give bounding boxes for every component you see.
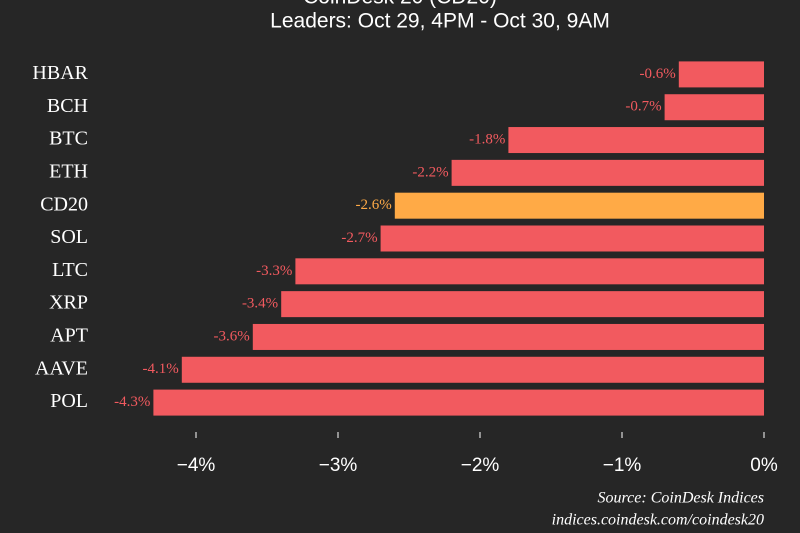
y-tick-label: LTC xyxy=(52,259,88,281)
bar xyxy=(451,159,764,186)
y-tick-label: ETH xyxy=(49,160,88,182)
value-label: -3.3% xyxy=(256,263,292,279)
x-tick-label: −3% xyxy=(319,455,358,476)
value-label: -2.2% xyxy=(412,164,448,180)
value-label: -0.6% xyxy=(640,66,676,82)
y-tick-label: APT xyxy=(50,325,88,347)
chart-title: CoinDesk 20 (CD20) xyxy=(303,0,497,9)
bar xyxy=(153,389,764,416)
bar xyxy=(181,356,765,383)
source-url: indices.coindesk.com/coindesk20 xyxy=(552,512,764,529)
y-tick-label: POL xyxy=(50,390,88,412)
y-tick-label: CD20 xyxy=(40,193,88,215)
y-tick-label: SOL xyxy=(50,226,88,248)
value-label: -3.6% xyxy=(214,328,250,344)
x-tick-label: −1% xyxy=(603,455,642,476)
bar xyxy=(252,323,765,350)
y-tick-label: BTC xyxy=(49,128,88,150)
value-label: -4.1% xyxy=(143,361,179,377)
x-tick-label: 0% xyxy=(750,455,778,476)
value-label: -0.7% xyxy=(625,99,661,115)
y-tick-label: BCH xyxy=(47,95,88,117)
y-tick-label: HBAR xyxy=(32,62,88,84)
value-label: -2.6% xyxy=(356,197,392,213)
bar xyxy=(380,225,764,252)
bar xyxy=(508,127,764,154)
source: Source: CoinDesk Indices xyxy=(598,490,764,507)
y-tick-label: XRP xyxy=(49,292,88,314)
x-tick-label: −2% xyxy=(461,455,500,476)
bar xyxy=(664,94,764,121)
chart-subtitle: Leaders: Oct 29, 4PM - Oct 30, 9AM xyxy=(270,10,610,33)
y-tick-label: AAVE xyxy=(35,357,88,379)
bar xyxy=(295,258,764,285)
value-label: -3.4% xyxy=(242,296,278,312)
value-label: -1.8% xyxy=(469,131,505,147)
bar xyxy=(678,61,764,88)
value-label: -2.7% xyxy=(341,230,377,246)
bar xyxy=(394,192,764,219)
value-label: -4.3% xyxy=(114,394,150,410)
x-tick-label: −4% xyxy=(177,455,216,476)
bar xyxy=(281,291,764,318)
